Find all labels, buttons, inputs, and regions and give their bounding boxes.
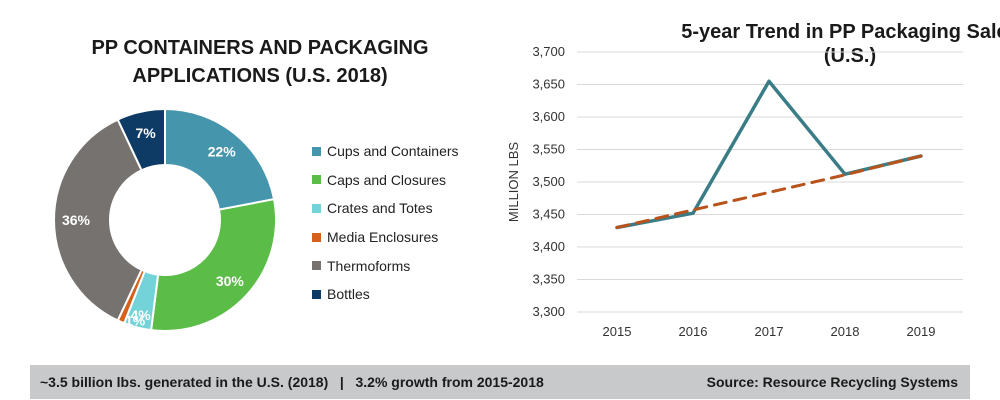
y-axis-label: MILLION LBS [506, 142, 521, 223]
line-chart-panel: 5-year Trend in PP Packaging Sales (U.S.… [500, 0, 1000, 360]
x-tick-label: 2018 [831, 324, 860, 339]
legend-item-media-enclosures: Media Enclosures [312, 223, 459, 252]
donut-title-line-1: PP CONTAINERS AND PACKAGING [91, 37, 429, 59]
donut-label-bottles: 7% [135, 125, 156, 141]
x-tick-label: 2016 [679, 324, 708, 339]
trend-line [615, 154, 923, 229]
legend-swatch [312, 175, 321, 185]
donut-chart-panel: PP CONTAINERS AND PACKAGING APPLICATIONS… [0, 0, 500, 360]
donut-slice-thermoforms [53, 118, 143, 322]
donut-label-media-enclosures: 1% [125, 313, 146, 329]
y-tick-label: 3,450 [532, 207, 565, 222]
donut-chart-title: PP CONTAINERS AND PACKAGING APPLICATIONS… [60, 34, 460, 90]
x-tick-label: 2019 [907, 324, 936, 339]
x-tick-label: 2015 [603, 324, 632, 339]
line-chart: 3,300 3,350 3,400 3,450 3,500 3,550 3,600 3,650… [506, 44, 963, 339]
donut-label-crates-and-totes: 4% [131, 307, 152, 323]
y-tick-label: 3,350 [532, 272, 565, 287]
y-tick-label: 3,650 [532, 77, 565, 92]
line-title-line-1: 5-year Trend in PP Packaging Sales [681, 21, 1000, 43]
legend-swatch [312, 146, 321, 156]
donut-label-thermoforms: 36% [62, 212, 91, 228]
footer-summary: ~3.5 billion lbs. generated in the U.S. … [40, 374, 544, 390]
legend-item-caps-and-closures: Caps and Closures [312, 166, 459, 195]
y-tick-label: 3,700 [532, 44, 565, 59]
donut-chart: 22% 30% 4%1% 36% 7% [53, 107, 277, 332]
legend-swatch [312, 232, 321, 242]
legend-item-thermoforms: Thermoforms [312, 251, 459, 280]
y-tick-label: 3,400 [532, 239, 565, 254]
y-tick-label: 3,550 [532, 142, 565, 157]
footer-bar: ~3.5 billion lbs. generated in the U.S. … [30, 365, 970, 399]
legend-label: Bottles [327, 286, 370, 303]
donut-slice-bottles [116, 107, 166, 172]
legend-label: Media Enclosures [327, 229, 439, 246]
legend-label: Caps and Closures [327, 171, 447, 188]
legend-swatch [312, 289, 321, 299]
legend-item-cups-and-containers: Cups and Containers [312, 137, 459, 166]
legend-label: Thermoforms [327, 257, 411, 274]
donut-slice-caps-and-closures [149, 198, 277, 332]
footer-source: Source: Resource Recycling Systems [706, 374, 958, 390]
donut-label-caps-and-closures: 30% [216, 273, 245, 289]
legend-item-crates-and-totes: Crates and Totes [312, 194, 459, 223]
legend-swatch [312, 261, 321, 271]
donut-slice-cups-and-containers [164, 107, 276, 211]
legend-swatch [312, 203, 321, 213]
legend-label: Cups and Containers [327, 143, 459, 160]
line-title-line-2: (U.S.) [823, 45, 877, 67]
donut-label-cups-and-containers: 22% [208, 143, 237, 159]
donut-title-line-2: APPLICATIONS (U.S. 2018) [132, 65, 388, 87]
y-tick-label: 3,300 [532, 304, 565, 319]
y-tick-label: 3,500 [532, 174, 565, 189]
x-tick-label: 2017 [755, 324, 784, 339]
legend-label: Crates and Totes [327, 200, 433, 217]
sales-line [615, 79, 923, 230]
line-chart-title: 5-year Trend in PP Packaging Sales (U.S.… [680, 20, 1000, 68]
donut-legend: Cups and Containers Caps and Closures Crat… [312, 137, 459, 309]
y-tick-label: 3,600 [532, 109, 565, 124]
legend-item-bottles: Bottles [312, 280, 459, 309]
